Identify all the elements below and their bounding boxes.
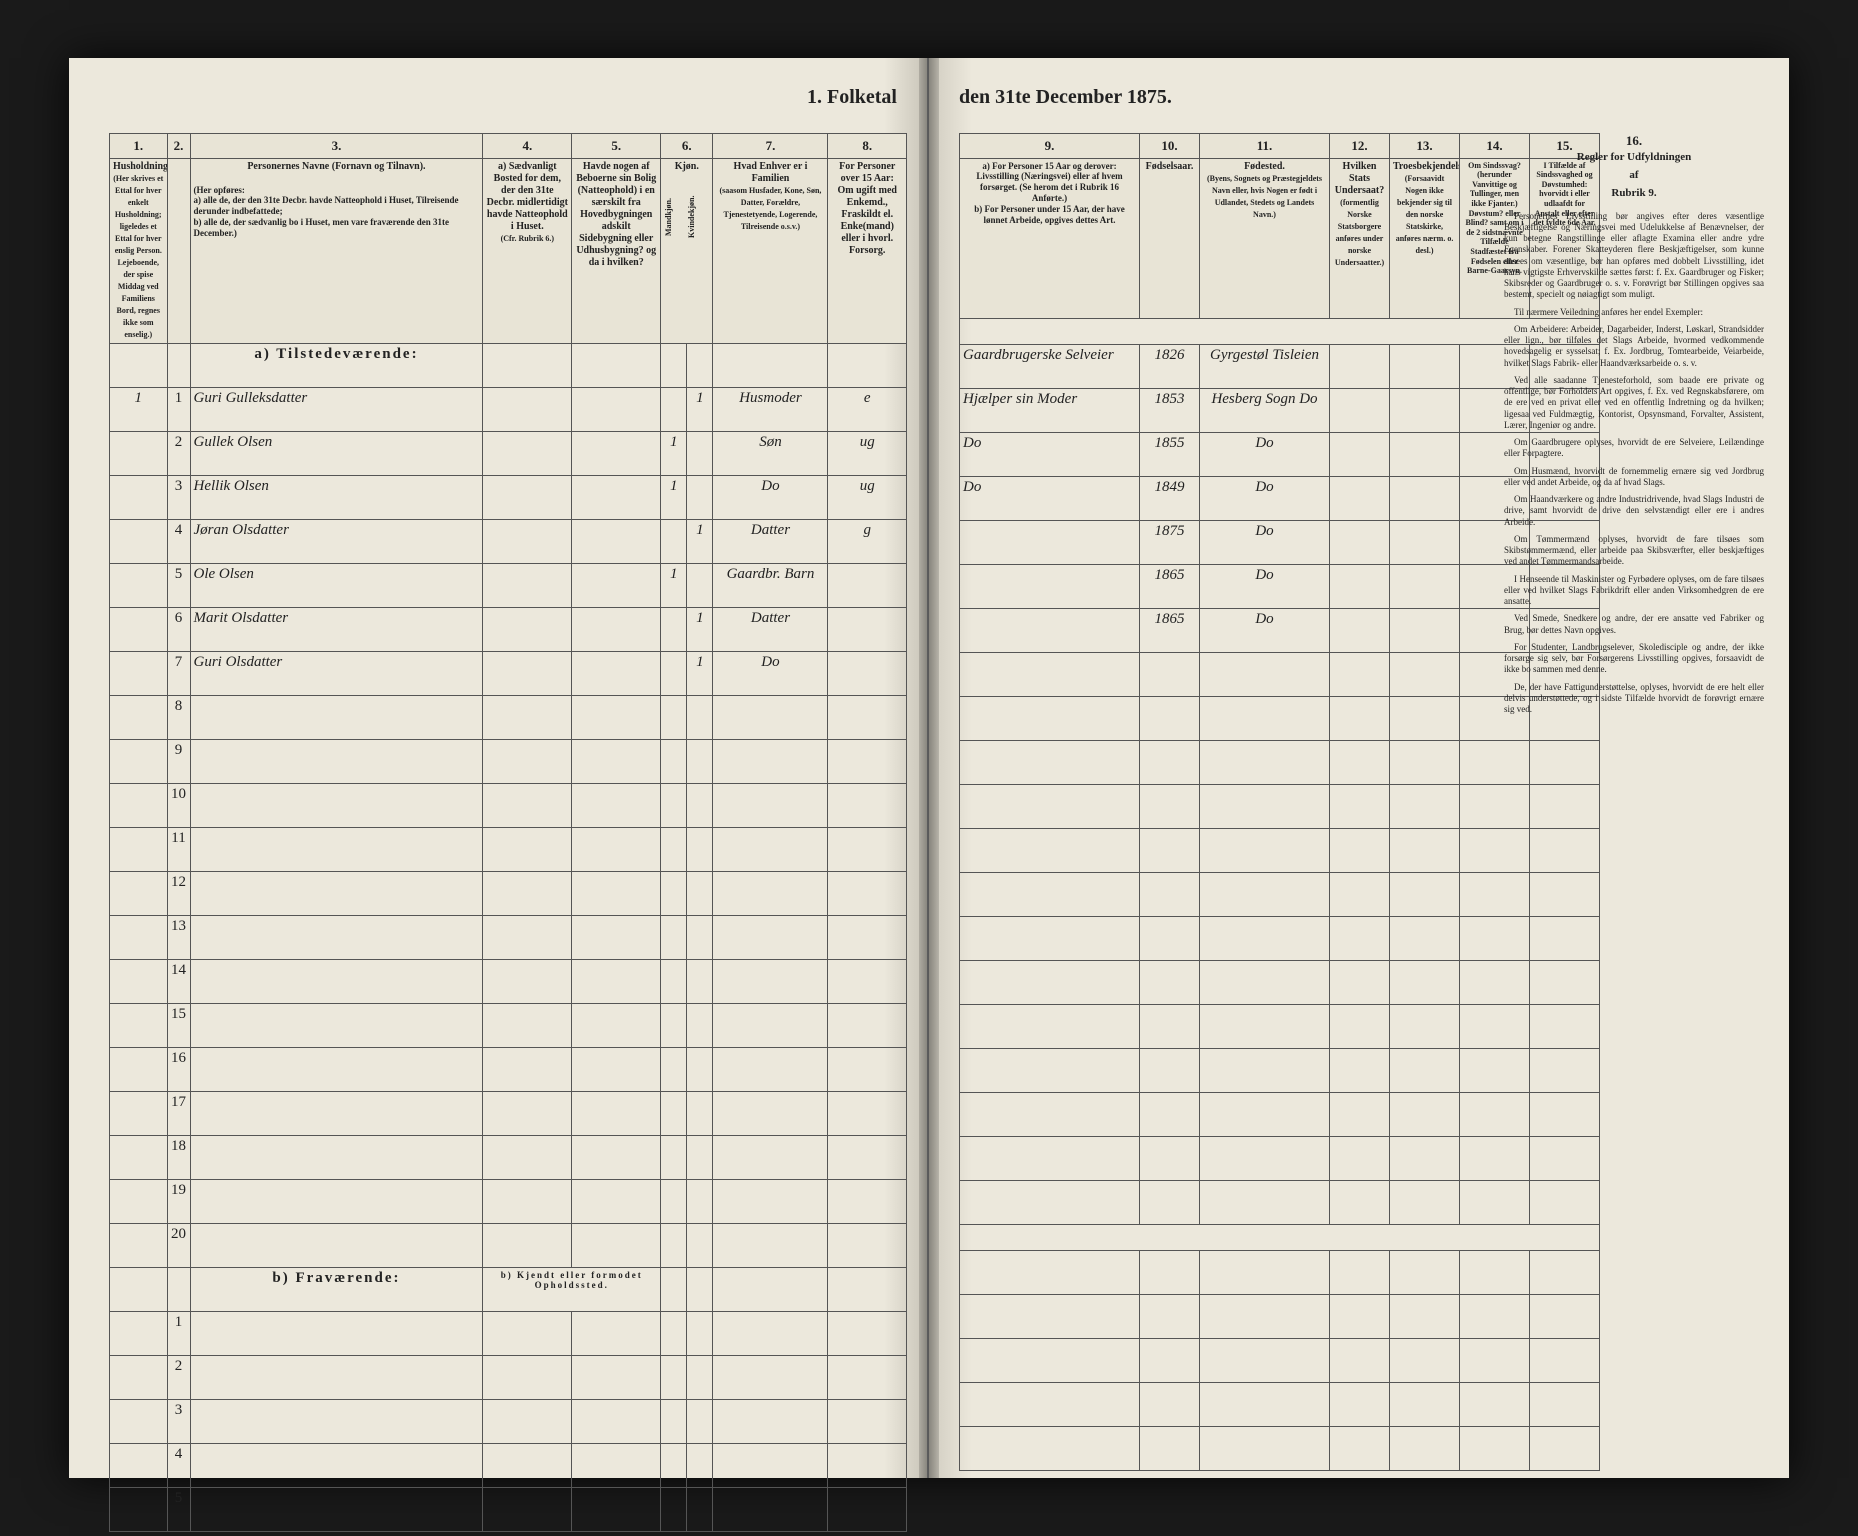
table-row: 15 — [110, 1003, 907, 1047]
table-row: 8 — [110, 695, 907, 739]
col-num: 9. — [960, 134, 1140, 159]
instructions-col-16: 16. Regler for Udfyldningen af Rubrik 9.… — [1504, 133, 1764, 721]
col-num: 11. — [1200, 134, 1330, 159]
col-head — [167, 158, 190, 343]
col-num: 2. — [167, 134, 190, 159]
table-row: 2 Gullek Olsen 1 Søn ug — [110, 431, 907, 475]
table-row: 12 — [110, 871, 907, 915]
table-row: 1 1 Guri Gulleksdatter 1 Husmoder e — [110, 387, 907, 431]
col-head: Troesbekjendelse.(Forsaavidt Nogen ikke … — [1390, 158, 1460, 318]
col-num: 3. — [190, 134, 483, 159]
table-row — [960, 1250, 1600, 1294]
table-row: 3 Hellik Olsen 1 Do ug — [110, 475, 907, 519]
table-row: 16 — [110, 1047, 907, 1091]
col-head: Hvilken Stats Undersaat?(formentlig Nors… — [1330, 158, 1390, 318]
table-row: 20 — [110, 1223, 907, 1267]
col-head: For Personer over 15 Aar: Om ugift med E… — [828, 158, 907, 343]
table-row — [960, 1382, 1600, 1426]
table-row: 19 — [110, 1179, 907, 1223]
section-absent: b) Fraværende: b) Kjendt eller formodet … — [110, 1267, 907, 1311]
col-num: 13. — [1390, 134, 1460, 159]
section-present: a) Tilstedeværende: — [110, 343, 907, 387]
col-num: 1. — [110, 134, 168, 159]
page-title-left: 1. Folketal — [807, 86, 897, 109]
col-head: Fødselsaar. — [1140, 158, 1200, 318]
table-row — [960, 1136, 1600, 1180]
col-head: Fødested.(Byens, Sognets og Præstegjelde… — [1200, 158, 1330, 318]
page-title-right: den 31te December 1875. — [959, 86, 1172, 109]
table-row: 9 — [110, 739, 907, 783]
table-row — [960, 916, 1600, 960]
census-table-left: 1. 2. 3. 4. 5. 6. 7. 8. Husholdningar.(H… — [109, 133, 907, 1532]
col-head: Husholdningar.(Her skrives et Ettal for … — [110, 158, 168, 343]
table-row: 10 — [110, 783, 907, 827]
table-row: 18 — [110, 1135, 907, 1179]
table-row: 14 — [110, 959, 907, 1003]
table-row: 1 — [110, 1311, 907, 1355]
table-row: 17 — [110, 1091, 907, 1135]
table-row: 2 — [110, 1355, 907, 1399]
col-num: 8. — [828, 134, 907, 159]
col-num: 7. — [713, 134, 828, 159]
col-head: Personernes Navne (Fornavn og Tilnavn).(… — [190, 158, 483, 343]
table-row — [960, 1092, 1600, 1136]
col-num: 10. — [1140, 134, 1200, 159]
col-num: 4. — [483, 134, 572, 159]
col-num: 5. — [572, 134, 661, 159]
table-row: 5 Ole Olsen 1 Gaardbr. Barn — [110, 563, 907, 607]
table-row — [960, 1004, 1600, 1048]
col-head: Havde nogen af Beboerne sin Bolig (Natte… — [572, 158, 661, 343]
table-row: 4 — [110, 1443, 907, 1487]
col-num: 12. — [1330, 134, 1390, 159]
table-row — [960, 828, 1600, 872]
table-row — [960, 1180, 1600, 1224]
table-row: 13 — [110, 915, 907, 959]
col-head: a) For Personer 15 Aar og derover: Livss… — [960, 158, 1140, 318]
table-row: 3 — [110, 1399, 907, 1443]
table-row — [960, 960, 1600, 1004]
table-row — [960, 740, 1600, 784]
table-row — [960, 1294, 1600, 1338]
col-head: a) Sædvanligt Bosted for dem, der den 31… — [483, 158, 572, 343]
table-row: 7 Guri Olsdatter 1 Do — [110, 651, 907, 695]
table-row — [960, 784, 1600, 828]
col-head: Kjøn.Mandkjøn.Kvindekjøn. — [661, 158, 713, 343]
col-num: 6. — [661, 134, 713, 159]
table-row: 4 Jøran Olsdatter 1 Datter g — [110, 519, 907, 563]
table-row: 5 — [110, 1487, 907, 1531]
left-page: 1. Folketal 1. 2. 3. 4. 5. 6. 7. 8. Hush… — [69, 58, 929, 1478]
table-row — [960, 1338, 1600, 1382]
spine-shadow — [919, 58, 939, 1478]
book-spread: 1. Folketal 1. 2. 3. 4. 5. 6. 7. 8. Hush… — [69, 58, 1789, 1478]
table-row: 11 — [110, 827, 907, 871]
col-head: Hvad Enhver er i Familien(saasom Husfade… — [713, 158, 828, 343]
table-row: 6 Marit Olsdatter 1 Datter — [110, 607, 907, 651]
right-page: den 31te December 1875. 9. 10. 11. 12. 1… — [929, 58, 1789, 1478]
table-row — [960, 1048, 1600, 1092]
table-row — [960, 1426, 1600, 1470]
table-row — [960, 872, 1600, 916]
